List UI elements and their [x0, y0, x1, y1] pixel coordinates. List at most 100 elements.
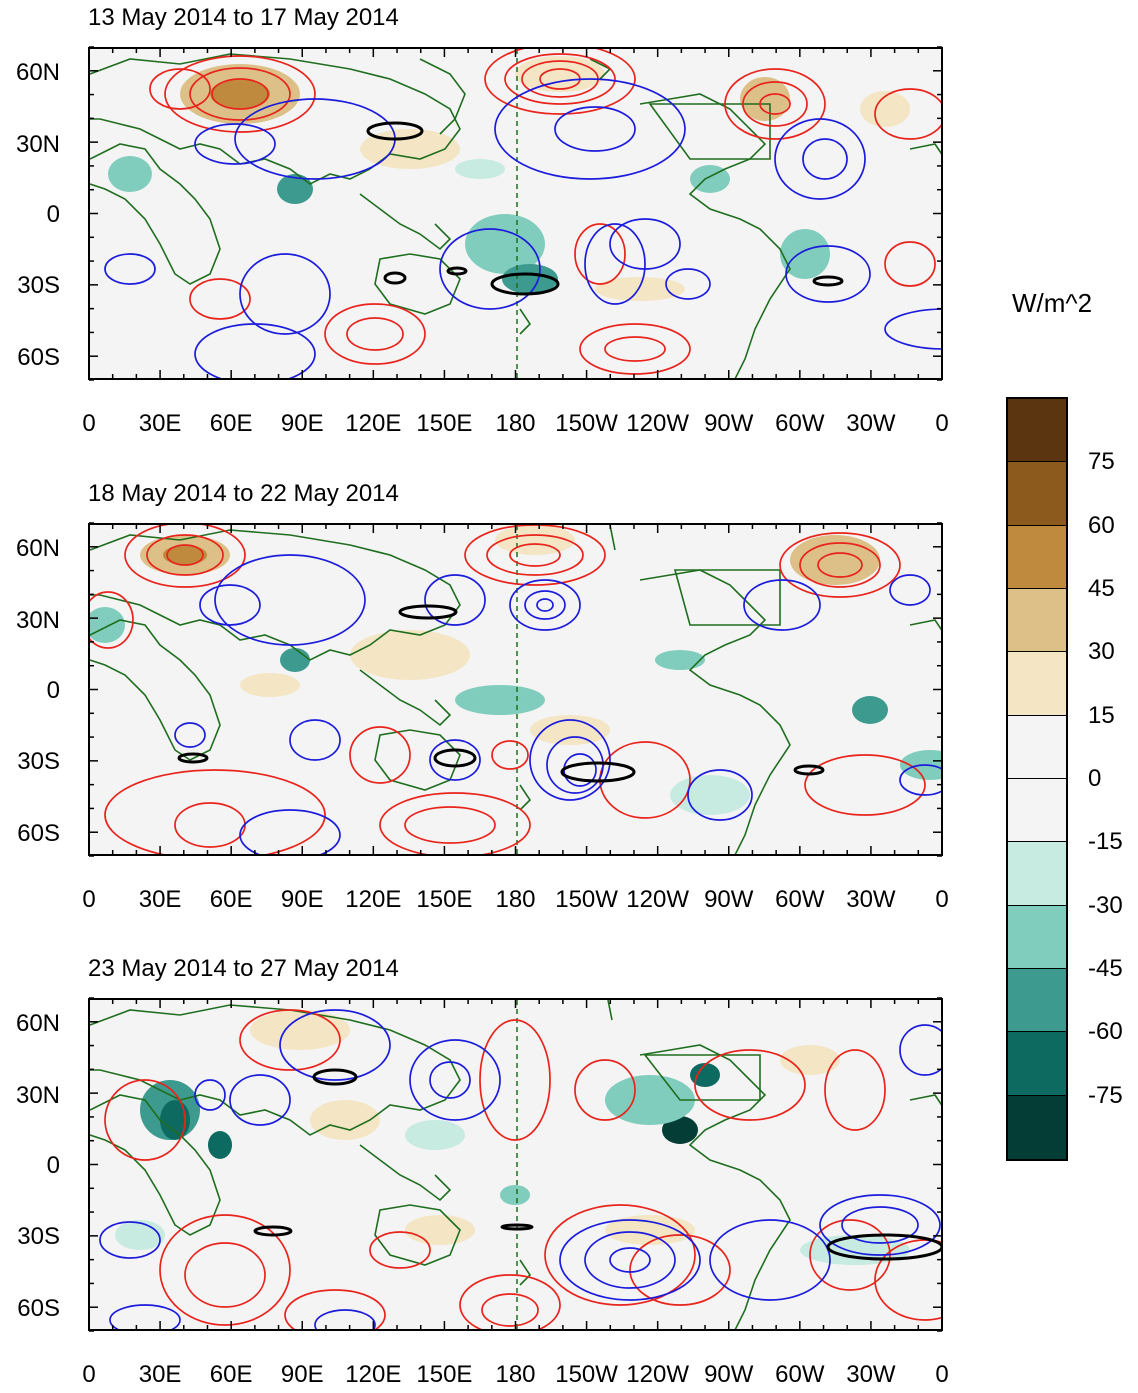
- panel-2-lat-label: 30N: [15, 606, 60, 634]
- panel-1-lon-label: 90E: [280, 410, 324, 437]
- panel-1-negative-contours: [104, 78, 941, 378]
- panel-2-lon-label: 60E: [209, 886, 253, 913]
- panel-1-lat-label: 60N: [15, 58, 60, 86]
- panel-1-lon-label: 60W: [775, 410, 825, 437]
- panel-3-shading: [115, 1010, 910, 1265]
- panel-3-lon-label: 90W: [704, 1361, 754, 1388]
- panel-2-lon-label: 120W: [626, 886, 690, 913]
- panel-3-lon-label: 90E: [280, 1361, 324, 1388]
- panel-1-land-outline: [90, 53, 941, 378]
- colorbar-label: 30: [1088, 638, 1115, 666]
- panel-3-positive-contours: [104, 1009, 941, 1329]
- panel-3-lon-label: 150W: [555, 1361, 618, 1388]
- panel-1-lon-label: 30W: [846, 410, 896, 437]
- panel-3-lat-label: 60N: [15, 1009, 60, 1037]
- colorbar-label: -75: [1088, 1081, 1123, 1109]
- colorbar-label: -30: [1088, 891, 1123, 919]
- panel-3-lon-label: 0: [82, 1361, 96, 1388]
- panel-1-lon-label: 90W: [704, 410, 754, 437]
- panel-3-lon-label: 0: [935, 1361, 949, 1388]
- panel-1-lat-label: 0: [46, 201, 60, 229]
- panel-3-lon-label: 60E: [209, 1361, 253, 1388]
- panel-2-map-layer: [90, 525, 941, 854]
- panel-3-lat-label: 30S: [17, 1223, 60, 1251]
- panel-2-lon-label: 150E: [416, 886, 473, 913]
- panel-3-lat-label: 0: [46, 1152, 60, 1180]
- panel-2-lon-label: 30W: [846, 886, 896, 913]
- colorbar-swatch: [1008, 779, 1066, 843]
- colorbar-label: -60: [1088, 1018, 1123, 1046]
- colorbar-swatch: [1008, 399, 1066, 463]
- panel-3-significance-contours: [253, 1068, 941, 1261]
- panel-3-negative-contours: [99, 1009, 941, 1329]
- panel-2-negative-contours: [174, 554, 941, 854]
- panel-3-lon-label: 60W: [775, 1361, 825, 1388]
- panel-2-land-outline: [90, 525, 941, 854]
- panel-1-lat-label: 60S: [17, 343, 60, 371]
- colorbar-swatch: [1008, 969, 1066, 1033]
- panel-1-lon-label: 30E: [138, 410, 182, 437]
- panel-1-lon-label: 0: [935, 410, 949, 437]
- panel-1-lon-label: 150E: [416, 410, 473, 437]
- panel-3-lon-label: 120W: [626, 1361, 690, 1388]
- panel-2-lon-label: 0: [82, 886, 96, 913]
- colorbar-swatch: [1008, 589, 1066, 653]
- colorbar-swatch: [1008, 842, 1066, 906]
- panel-2-lon-label: 180: [495, 886, 536, 913]
- panel-1-title: 13 May 2014 to 17 May 2014: [88, 4, 399, 31]
- panel-3-map: [88, 998, 943, 1331]
- colorbar-label: -15: [1088, 828, 1123, 856]
- panel-2-lon-label: 60W: [775, 886, 825, 913]
- panel-2-lon-label: 120E: [345, 886, 402, 913]
- panel-1-lat-label: 30S: [17, 272, 60, 300]
- colorbar-swatch: [1008, 652, 1066, 716]
- colorbar-swatch: [1008, 715, 1066, 779]
- panel-2-lon-label: 90W: [704, 886, 754, 913]
- panel-2-lon-label: 90E: [280, 886, 324, 913]
- panel-1-positive-contours: [149, 49, 941, 375]
- colorbar-swatch: [1008, 462, 1066, 526]
- panel-3-lon-label: 180: [495, 1361, 536, 1388]
- colorbar-label: 0: [1088, 765, 1102, 792]
- colorbar-swatch: [1008, 1095, 1066, 1159]
- panel-3-lon-label: 30E: [138, 1361, 182, 1388]
- panel-1-lat-label: 30N: [15, 130, 60, 158]
- panel-1-map: [88, 47, 943, 380]
- panel-3-lon-label: 120E: [345, 1361, 402, 1388]
- panel-1-shading: [108, 56, 910, 301]
- panel-3-land-outline: [90, 1000, 941, 1329]
- colorbar-swatch: [1008, 525, 1066, 589]
- panel-3-title: 23 May 2014 to 27 May 2014: [88, 955, 399, 982]
- panel-2-map: [88, 523, 943, 856]
- panel-1-lon-label: 0: [82, 410, 96, 437]
- panel-1-map-layer: [90, 49, 941, 378]
- panel-3-map-layer: [90, 1000, 941, 1329]
- colorbar-swatch: [1008, 905, 1066, 969]
- panel-3-lon-label: 30W: [846, 1361, 896, 1388]
- colorbar: [1006, 397, 1068, 1161]
- panel-1-significance-contours: [366, 121, 844, 296]
- panel-2-title: 18 May 2014 to 22 May 2014: [88, 480, 399, 507]
- panel-3-lat-label: 60S: [17, 1294, 60, 1322]
- panel-3-lat-label: 30N: [15, 1081, 60, 1109]
- colorbar-label: 75: [1088, 448, 1115, 476]
- panel-1-lon-label: 120W: [626, 410, 690, 437]
- panel-1-lon-label: 60E: [209, 410, 253, 437]
- panel-2-lon-label: 0: [935, 886, 949, 913]
- colorbar-label: -45: [1088, 955, 1123, 982]
- panel-2-lat-label: 60S: [17, 819, 60, 847]
- colorbar-unit: W/m^2: [1012, 288, 1093, 318]
- panel-2-lon-label: 150W: [555, 886, 618, 913]
- panel-2-significance-contours: [177, 604, 825, 783]
- colorbar-label: 45: [1088, 575, 1115, 602]
- panel-2-lat-label: 0: [46, 677, 60, 705]
- panel-2-lat-label: 60N: [15, 534, 60, 562]
- panel-1-lon-label: 120E: [345, 410, 402, 437]
- panel-2-positive-contours: [90, 525, 926, 854]
- panel-3-lon-label: 150E: [416, 1361, 473, 1388]
- panel-2-lon-label: 30E: [138, 886, 182, 913]
- panel-1-lon-label: 180: [495, 410, 536, 437]
- panel-2-lat-label: 30S: [17, 748, 60, 776]
- colorbar-label: 60: [1088, 511, 1115, 539]
- colorbar-swatch: [1008, 1032, 1066, 1096]
